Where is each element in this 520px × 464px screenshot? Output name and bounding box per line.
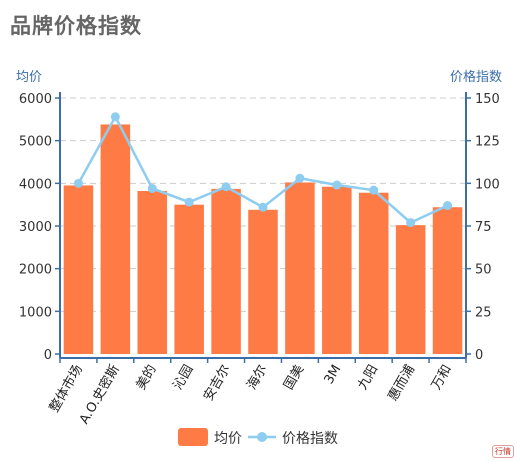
- category-label: 安吉尔: [201, 363, 233, 404]
- y2-axis-title: 价格指数: [450, 69, 502, 85]
- bar: [63, 185, 94, 354]
- category-label: 沁园: [171, 363, 197, 393]
- category-label: 国美: [281, 363, 307, 393]
- category-label: 九阳: [355, 363, 381, 393]
- y-tick-label: 2000: [19, 263, 52, 278]
- legend-bar-label: 均价: [214, 431, 242, 447]
- bar: [285, 182, 315, 354]
- index-point: [443, 201, 453, 211]
- line-series: [73, 112, 453, 228]
- index-point: [258, 202, 268, 212]
- axes: [55, 92, 471, 363]
- bar: [358, 192, 389, 354]
- bar: [395, 225, 426, 354]
- y-tick-label: 4000: [19, 177, 52, 192]
- category-label: 3M: [322, 363, 345, 387]
- index-point: [295, 173, 305, 183]
- index-point: [369, 185, 379, 195]
- y-tick-label: 3000: [19, 220, 52, 235]
- y2-tick-label: 0: [475, 348, 483, 363]
- y2-tick-label: 125: [475, 135, 500, 150]
- bar: [322, 186, 352, 354]
- index-point: [147, 183, 157, 193]
- tick-labels: 0 1000 2000 3000 4000 5000 6000 0 25 50 75 100 125 15…: [19, 92, 500, 363]
- legend-line-marker: [257, 432, 267, 442]
- bar: [137, 191, 168, 354]
- category-label: 美的: [133, 362, 160, 393]
- bar: [100, 124, 131, 354]
- index-point: [184, 197, 194, 207]
- index-point: [332, 180, 342, 190]
- legend-bar-swatch: [178, 428, 208, 446]
- bar: [432, 207, 463, 354]
- index-point: [221, 182, 231, 192]
- category-label: 惠而浦: [386, 363, 418, 404]
- y-tick-label: 1000: [19, 305, 52, 320]
- bar: [211, 188, 241, 354]
- legend: 均价 价格指数: [178, 428, 338, 447]
- y2-tick-label: 75: [475, 220, 492, 235]
- index-point: [73, 178, 83, 188]
- legend-line-label: 价格指数: [282, 431, 338, 447]
- bar-series: [63, 124, 463, 354]
- y2-tick-label: 150: [475, 92, 500, 107]
- y-tick-label: 0: [44, 348, 52, 363]
- y-axis-title: 均价: [16, 70, 42, 85]
- bar: [248, 209, 278, 354]
- index-point: [110, 112, 120, 122]
- bar: [174, 204, 204, 354]
- category-label: 整体市场: [46, 362, 86, 415]
- y2-tick-label: 50: [475, 263, 492, 278]
- y-tick-label: 5000: [19, 135, 52, 150]
- y2-tick-label: 25: [475, 305, 492, 320]
- y-tick-label: 6000: [19, 92, 52, 107]
- index-point: [406, 218, 416, 228]
- category-label: 海尔: [244, 363, 270, 393]
- y2-tick-label: 100: [475, 177, 500, 192]
- watermark-logo: 行情: [492, 445, 514, 458]
- page-title: 品牌价格指数: [10, 14, 142, 38]
- category-label: 万和: [429, 363, 455, 393]
